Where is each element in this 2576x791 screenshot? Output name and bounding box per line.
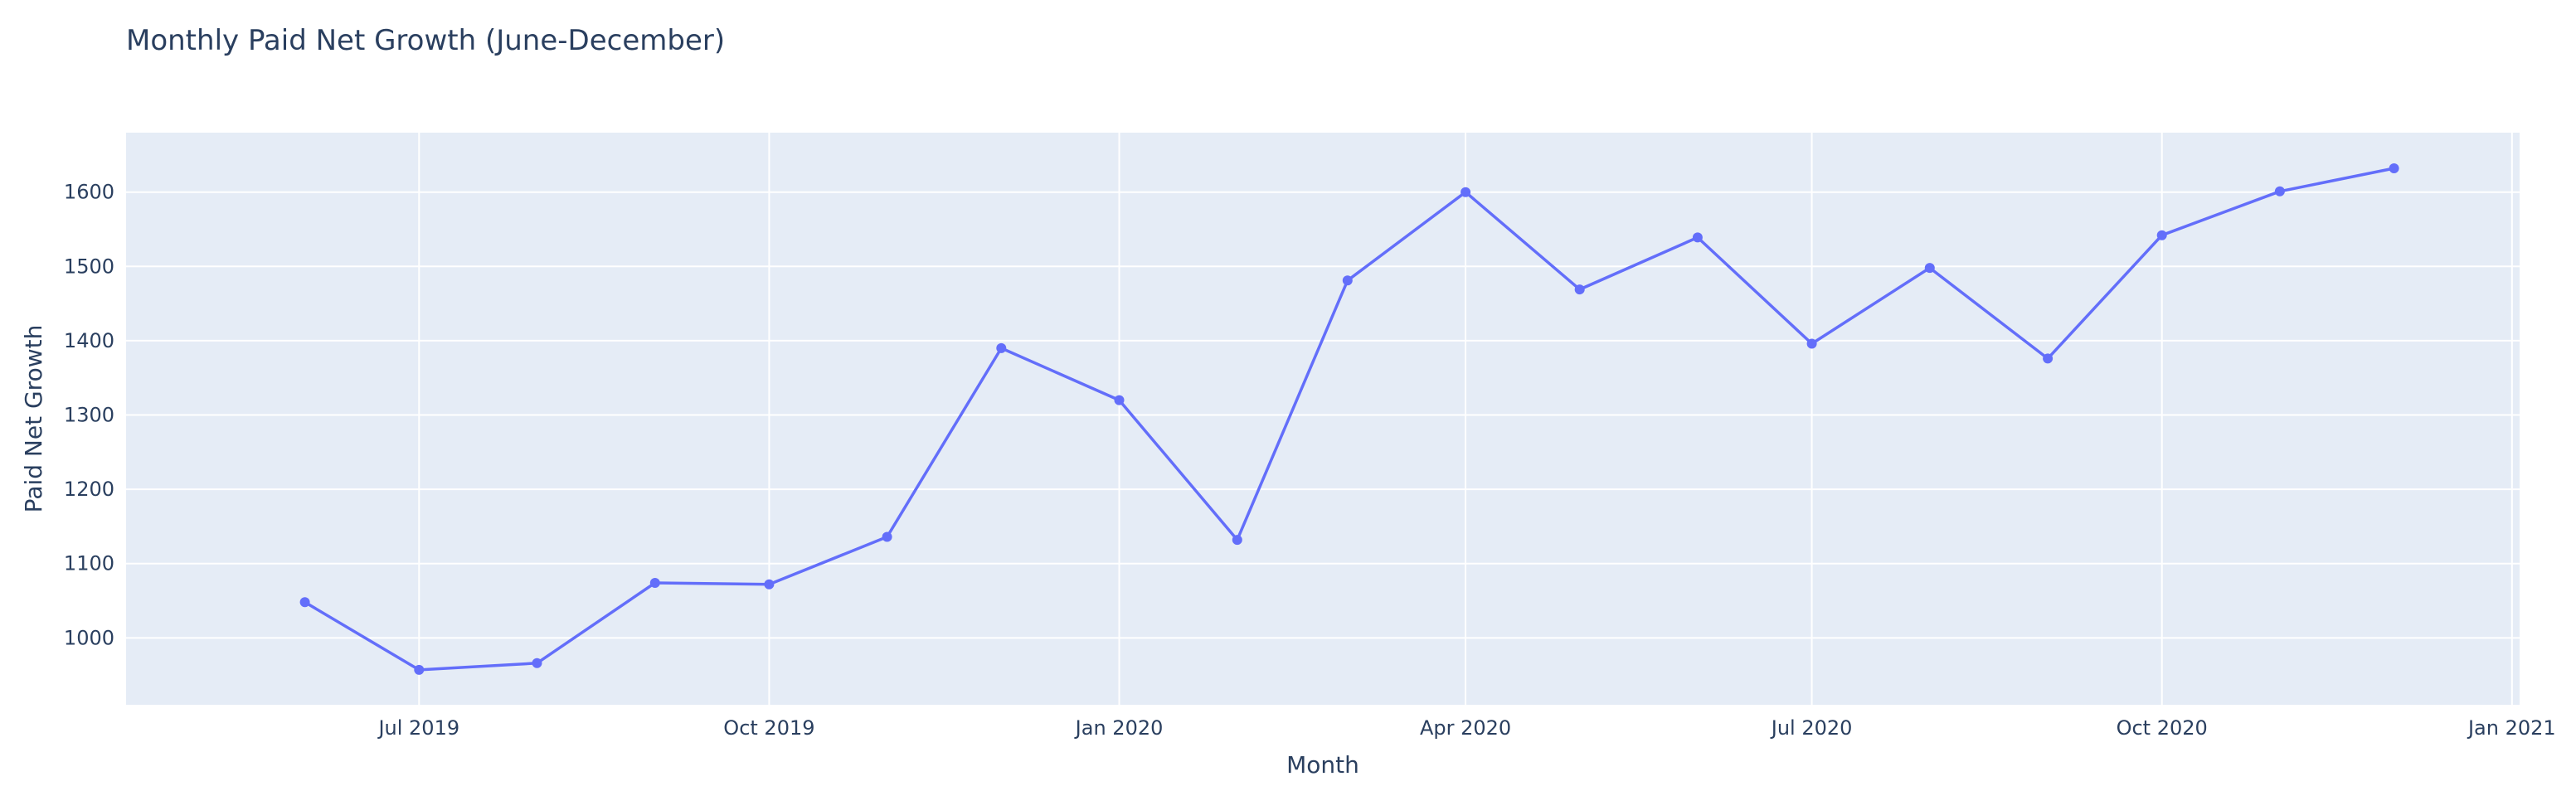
data-point [2043,353,2054,364]
y-tick-label: 1400 [64,329,114,352]
y-axis-title: Paid Net Growth [20,325,47,513]
y-tick-label: 1100 [64,552,114,575]
x-tick-label: Apr 2020 [1420,716,1511,740]
x-tick-label: Jul 2020 [1770,716,1853,740]
x-axis-ticks: Jul 2019 Oct 2019 Jan 2020 Apr 2020 Jul 2020… [377,716,2555,740]
data-points [299,163,2399,675]
data-point [1232,535,1242,546]
data-point [1574,284,1585,295]
y-tick-label: 1000 [64,626,114,649]
x-tick-label: Oct 2020 [2117,716,2208,740]
data-point [882,531,892,542]
data-point [532,658,542,668]
data-point [1692,232,1703,243]
data-point [764,579,775,590]
data-point [649,578,660,588]
y-tick-label: 1300 [64,404,114,427]
data-point [299,597,310,608]
data-point [996,342,1007,353]
x-tick-label: Jul 2019 [377,716,459,740]
y-tick-label: 1200 [64,478,114,501]
data-point [1342,275,1353,286]
y-axis-ticks: 1000 1100 1200 1300 1400 1500 1600 [64,181,114,650]
data-point [2156,230,2167,240]
x-axis-title: Month [1286,751,1359,779]
data-point [1806,338,1817,349]
data-point [414,664,425,675]
data-point [2274,186,2285,197]
x-tick-label: Oct 2019 [723,716,814,740]
plot-area [126,133,2520,705]
data-point [1924,263,1935,274]
data-point [1461,187,1471,197]
y-tick-label: 1500 [64,255,114,278]
x-tick-label: Jan 2020 [1074,716,1164,740]
chart-title: Monthly Paid Net Growth (June-December) [126,24,725,57]
data-point [1114,395,1125,405]
y-tick-label: 1600 [64,181,114,204]
x-tick-label: Jan 2021 [2467,716,2556,740]
data-point [2389,163,2399,173]
